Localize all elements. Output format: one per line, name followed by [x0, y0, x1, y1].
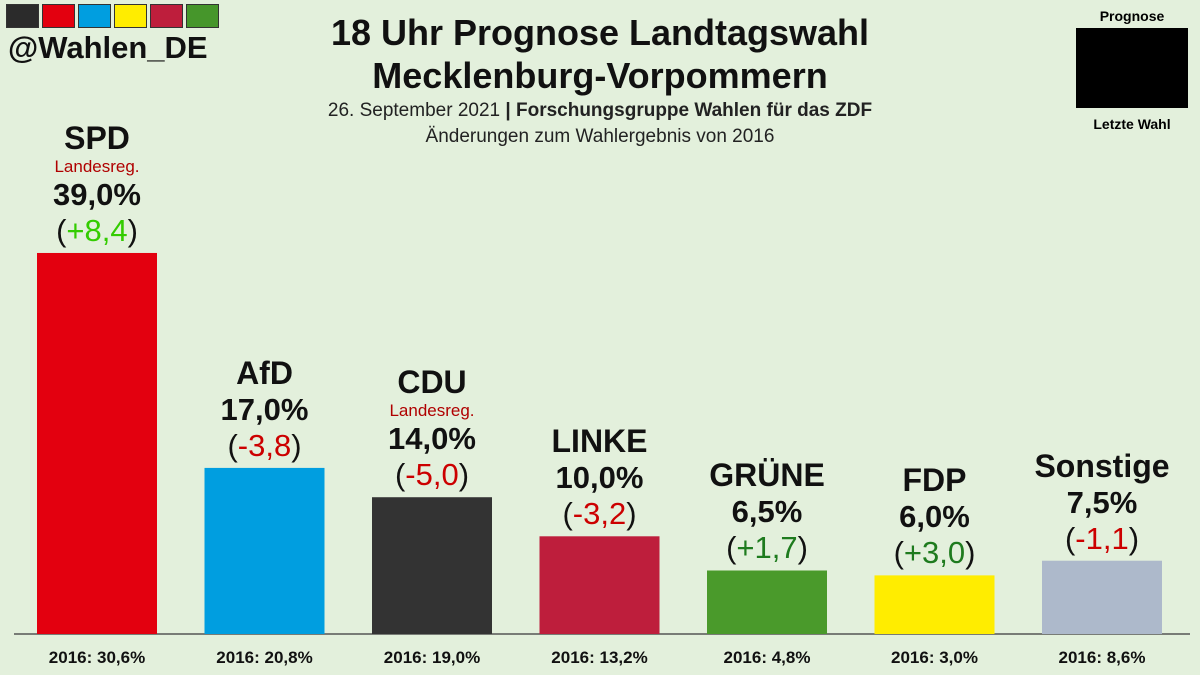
change-label: (-1,1): [1017, 521, 1187, 557]
bar-label-group: CDU Landesreg. 14,0% (-5,0): [347, 364, 517, 493]
previous-result-label: 2016: 4,8%: [723, 648, 811, 667]
previous-result-label: 2016: 19,0%: [383, 648, 481, 667]
government-note: Landesreg.: [54, 156, 140, 176]
value-label: 7,5%: [1066, 484, 1138, 520]
change-label: (+3,0): [850, 535, 1020, 571]
change-label: (-3,2): [515, 496, 685, 532]
legend-bottom-label: Letzte Wahl: [1093, 116, 1171, 132]
bar-label-group: GRÜNE 6,5% (+1,7): [682, 457, 852, 566]
date-text: 26. September 2021: [327, 100, 501, 121]
previous-result-label: 2016: 30,6%: [48, 648, 146, 667]
change-value: -5,0: [405, 457, 459, 493]
color-swatch: [78, 4, 111, 28]
paren-open: (: [893, 535, 904, 571]
party-name: GRÜNE: [709, 457, 825, 494]
value-label: 6,5%: [731, 494, 803, 530]
bar-label-group: AfD 17,0% (-3,8): [180, 355, 350, 464]
party-color-strip: [6, 4, 219, 28]
color-swatch: [150, 4, 183, 28]
previous-result-label: 2016: 8,6%: [1058, 648, 1146, 667]
paren-close: ): [127, 212, 138, 248]
previous-result-label: 2016: 3,0%: [891, 648, 978, 667]
bar-cdu: [372, 497, 492, 634]
paren-close: ): [965, 535, 976, 571]
party-name: AfD: [236, 354, 293, 391]
change-label: (+1,7): [682, 530, 852, 566]
change-value: -3,2: [572, 496, 627, 532]
paren-close: ): [797, 530, 808, 566]
paren-open: (: [227, 427, 238, 463]
paren-close: ): [1128, 520, 1140, 556]
bar-spd: [37, 252, 157, 634]
government-note: Landesreg.: [389, 401, 475, 421]
party-name: Sonstige: [1034, 447, 1170, 484]
paren-open: (: [1064, 520, 1076, 556]
party-name: CDU: [397, 364, 467, 401]
bar-label-group: LINKE 10,0% (-3,2): [515, 423, 685, 532]
color-swatch: [186, 4, 219, 28]
color-swatch: [42, 4, 75, 28]
party-name: LINKE: [551, 423, 648, 460]
value-label: 14,0%: [388, 421, 476, 457]
bar-label-group: FDP 6,0% (+3,0): [850, 462, 1020, 571]
chart-title-line-2: Mecklenburg-Vorpommern: [372, 55, 828, 96]
paren-open: (: [56, 212, 67, 248]
chart-subtitle: Änderungen zum Wahlergebnis von 2016: [425, 126, 775, 147]
paren-open: (: [394, 457, 406, 493]
change-label: (-3,8): [180, 428, 350, 464]
change-value: +3,0: [903, 535, 966, 571]
paren-close: ): [291, 427, 302, 463]
value-label: 10,0%: [555, 460, 644, 496]
paren-close: ): [626, 496, 637, 532]
chart-title-line-1: 18 Uhr Prognose Landtagswahl: [330, 12, 870, 53]
party-name: SPD: [64, 119, 130, 156]
previous-result-label: 2016: 13,2%: [551, 648, 648, 667]
bar-sonstige: [1042, 560, 1162, 634]
bar-label-group: Sonstige 7,5% (-1,1): [1017, 448, 1187, 557]
bar-linke: [539, 536, 660, 634]
color-swatch: [114, 4, 147, 28]
paren-close: ): [458, 457, 470, 493]
account-handle: @Wahlen_DE: [8, 30, 208, 65]
change-value: -3,8: [237, 427, 292, 463]
change-value: +8,4: [66, 212, 128, 248]
change-value: +1,7: [736, 530, 798, 566]
change-value: -1,1: [1075, 520, 1129, 556]
paren-open: (: [726, 530, 737, 566]
change-label: (+8,4): [12, 213, 182, 249]
bar-afd: [204, 467, 325, 634]
value-label: 39,0%: [53, 176, 141, 212]
bar-fdp: [874, 575, 995, 634]
legend-swatch: [1076, 28, 1188, 108]
bar-label-group: SPD Landesreg. 39,0% (+8,4): [12, 120, 182, 249]
source-text: Forschungsgruppe Wahlen für das ZDF: [515, 100, 873, 121]
value-label: 6,0%: [899, 499, 970, 535]
previous-result-label: 2016: 20,8%: [216, 648, 313, 667]
bar-grüne: [707, 570, 827, 634]
separator: |: [505, 100, 511, 121]
source-line: 26. September 2021 | Forschungsgruppe Wa…: [200, 100, 1000, 122]
value-label: 17,0%: [220, 391, 309, 427]
change-label: (-5,0): [347, 457, 517, 493]
paren-open: (: [562, 496, 573, 532]
legend-top-label: Prognose: [1099, 8, 1165, 24]
color-swatch: [6, 4, 39, 28]
party-name: FDP: [902, 462, 967, 499]
